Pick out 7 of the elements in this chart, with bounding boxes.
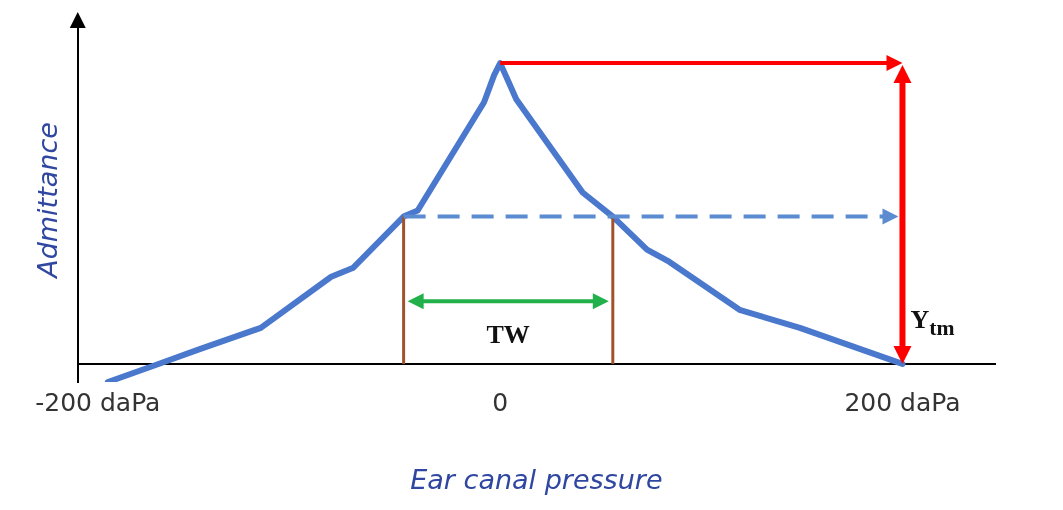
x-tick-label: 200 daPa: [844, 388, 961, 418]
y-axis-title: Admittance: [31, 122, 63, 280]
x-tick-label: -200 daPa: [35, 388, 161, 418]
x-axis-title: Ear canal pressure: [410, 464, 663, 496]
x-tick-label: 0: [492, 388, 509, 418]
annotation: Y$_{tm}$: [910, 305, 955, 341]
annotation: TW: [486, 320, 530, 351]
